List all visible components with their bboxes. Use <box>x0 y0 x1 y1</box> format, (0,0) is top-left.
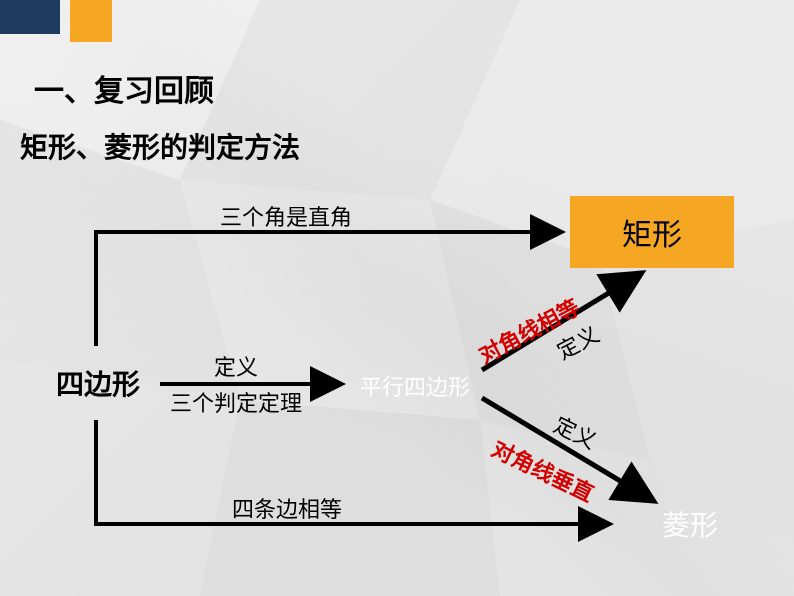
edge-label-four-equal-sides: 四条边相等 <box>232 492 342 524</box>
node-label: 矩形 <box>622 210 682 254</box>
edge-label-definition-1: 定义 <box>214 350 258 382</box>
node-label: 四边形 <box>56 363 140 403</box>
node-quadrilateral: 四边形 <box>38 348 158 418</box>
node-label: 菱形 <box>662 504 718 544</box>
flowchart: 四边形 平行四边形 矩形 菱形 三个角是直角 定义 三个判定定理 定义 对角线相… <box>0 0 794 596</box>
node-parallelogram: 平行四边形 <box>340 356 490 416</box>
node-rectangle: 矩形 <box>570 196 734 268</box>
edge-label-three-right-angles: 三个角是直角 <box>220 200 352 232</box>
node-label: 平行四边形 <box>360 370 470 402</box>
node-rhombus: 菱形 <box>610 478 770 570</box>
arrow-quad-rect <box>96 232 560 346</box>
edge-label-three-theorems: 三个判定定理 <box>170 386 302 418</box>
